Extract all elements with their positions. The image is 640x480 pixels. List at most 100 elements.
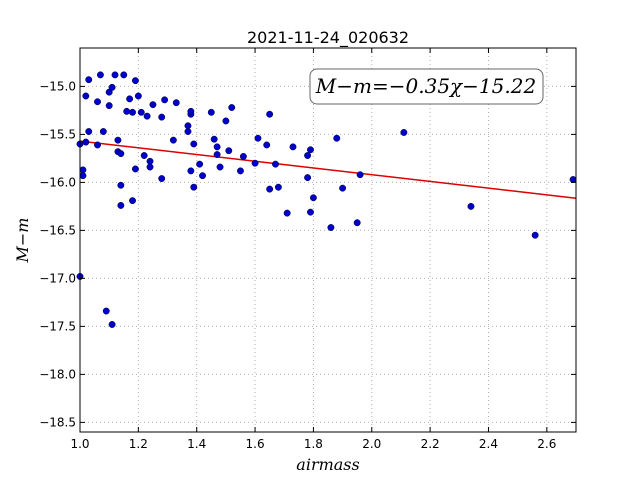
data-point: [187, 167, 195, 175]
data-point: [131, 77, 139, 85]
data-point: [207, 108, 215, 116]
data-point: [172, 99, 180, 107]
x-tick-label: 1.2: [129, 437, 148, 451]
fit-line: [79, 140, 577, 199]
data-point: [228, 104, 236, 111]
fit-equation: M−m=−0.35χ−15.22: [315, 74, 536, 98]
grid-lines: [80, 48, 576, 432]
y-tick-label: −15.5: [39, 127, 76, 141]
data-point: [82, 92, 90, 100]
data-point: [99, 128, 107, 135]
data-point: [353, 219, 361, 227]
data-points: [76, 71, 577, 328]
data-point: [111, 71, 119, 79]
data-point: [120, 71, 128, 79]
y-tick-label: −17.5: [39, 319, 76, 333]
data-point: [266, 185, 274, 193]
data-point: [569, 176, 577, 183]
data-point: [79, 172, 87, 180]
fit-annotation: M−m=−0.35χ−15.22: [309, 68, 544, 105]
data-point: [333, 134, 341, 142]
data-point: [289, 143, 297, 151]
x-tick-label: 1.4: [187, 437, 206, 451]
data-point: [131, 165, 139, 173]
data-point: [129, 197, 136, 205]
data-point: [327, 224, 335, 231]
data-point: [158, 113, 166, 121]
data-point: [196, 160, 204, 168]
x-tick-label: 2.2: [421, 437, 440, 451]
chart-title: 2021-11-24_020632: [247, 28, 409, 48]
data-point: [108, 321, 116, 328]
axis-ticks: [79, 48, 576, 432]
y-tick-labels: −15.0 −15.5 −16.0 −16.5 −17.0 −17.5 −18.0 −18.5: [39, 79, 76, 429]
y-tick-label: −15.0: [39, 79, 76, 93]
y-tick-label: −16.0: [39, 175, 76, 189]
data-point: [94, 98, 101, 106]
data-point: [169, 136, 177, 144]
data-point: [85, 128, 93, 135]
data-point: [102, 307, 110, 315]
data-point: [134, 92, 142, 100]
data-point: [309, 194, 317, 202]
data-point: [222, 117, 230, 125]
x-tick-label: 2.4: [479, 437, 498, 451]
data-point: [274, 183, 282, 191]
data-point: [531, 231, 539, 239]
data-point: [117, 150, 125, 158]
data-point: [225, 147, 233, 155]
y-tick-label: −18.0: [39, 367, 76, 381]
data-point: [199, 172, 206, 180]
data-point: [85, 76, 93, 84]
data-point: [467, 202, 475, 210]
data-point: [356, 171, 364, 179]
y-tick-label: −18.5: [39, 415, 76, 429]
data-point: [140, 152, 148, 159]
x-tick-label: 1.8: [304, 437, 323, 451]
data-point: [149, 101, 157, 109]
x-tick-label: 2.0: [362, 437, 381, 451]
data-point: [96, 71, 104, 79]
data-point: [263, 141, 271, 149]
data-point: [79, 166, 87, 174]
data-point: [216, 163, 224, 171]
data-point: [137, 108, 145, 116]
data-point: [146, 157, 154, 165]
data-point: [184, 128, 192, 135]
data-point: [304, 152, 312, 159]
annotation-box: [309, 68, 544, 105]
data-point: [105, 102, 113, 110]
data-point: [117, 181, 125, 189]
y-axis-label: M−m: [13, 218, 32, 264]
x-tick-label: 1.6: [246, 437, 265, 451]
data-point: [190, 183, 198, 191]
x-axis-label: airmass: [296, 455, 359, 474]
data-point: [272, 160, 279, 168]
data-point: [307, 208, 314, 216]
data-point: [283, 209, 291, 217]
x-tick-labels: 1.0 1.2 1.4 1.6 1.8 2.0 2.2 2.4 2.6: [70, 437, 556, 451]
data-point: [158, 175, 166, 183]
data-point: [307, 146, 314, 154]
data-point: [254, 134, 262, 142]
data-point: [339, 184, 347, 192]
data-point: [210, 135, 218, 143]
data-point: [237, 167, 244, 175]
data-point: [266, 110, 274, 118]
data-point: [108, 83, 116, 91]
data-point: [190, 140, 198, 148]
x-tick-label: 1.0: [70, 437, 89, 451]
data-point: [400, 129, 408, 136]
data-point: [126, 95, 134, 103]
data-point: [251, 159, 259, 167]
data-point: [304, 174, 312, 182]
data-point: [143, 112, 151, 120]
data-point: [94, 141, 101, 149]
data-point: [114, 136, 122, 144]
y-tick-label: −17.0: [39, 271, 76, 285]
data-point: [117, 201, 125, 209]
data-point: [187, 107, 195, 115]
y-tick-label: −16.5: [39, 223, 76, 237]
data-point: [239, 153, 247, 160]
